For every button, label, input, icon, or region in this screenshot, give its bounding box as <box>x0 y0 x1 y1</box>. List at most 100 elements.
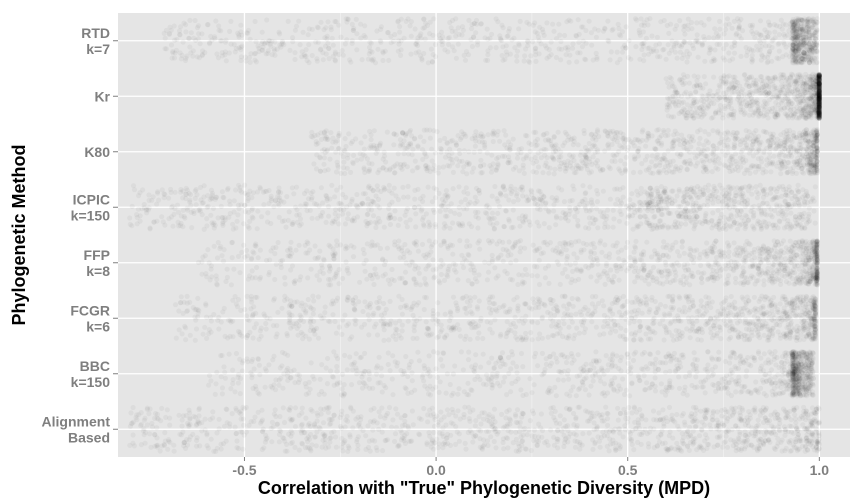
point <box>556 154 561 159</box>
point <box>785 204 790 209</box>
point <box>523 46 528 51</box>
point <box>713 165 718 170</box>
point <box>196 23 201 28</box>
point <box>287 48 292 53</box>
point <box>767 49 772 54</box>
point <box>511 199 516 204</box>
point <box>710 210 715 215</box>
point <box>800 92 805 97</box>
point <box>427 224 432 229</box>
point <box>330 36 335 41</box>
point <box>789 190 794 195</box>
point <box>287 209 292 214</box>
point <box>501 224 506 229</box>
point <box>594 51 599 56</box>
point <box>368 220 373 225</box>
point <box>583 57 588 62</box>
point <box>409 34 414 39</box>
point <box>702 74 707 79</box>
point <box>464 185 469 190</box>
point <box>812 162 817 167</box>
point <box>421 194 426 199</box>
point <box>750 53 755 58</box>
point <box>339 171 344 176</box>
point <box>419 207 424 212</box>
point <box>375 170 380 175</box>
point <box>177 28 182 33</box>
point <box>684 59 689 64</box>
point <box>817 82 822 87</box>
point <box>176 223 181 228</box>
point <box>814 48 819 53</box>
point <box>310 53 315 58</box>
point <box>771 154 776 159</box>
point <box>671 159 676 164</box>
point <box>348 60 353 65</box>
point <box>769 186 774 191</box>
point <box>351 153 356 158</box>
point <box>733 193 738 198</box>
point <box>187 18 192 23</box>
point <box>711 58 716 63</box>
point <box>316 25 321 30</box>
point <box>695 32 700 37</box>
point <box>473 144 478 149</box>
point <box>324 198 329 203</box>
point <box>656 170 661 175</box>
point <box>656 208 661 213</box>
point <box>798 163 803 168</box>
point <box>320 200 325 205</box>
point <box>700 148 705 153</box>
point <box>605 38 610 43</box>
point <box>587 208 592 213</box>
point <box>765 115 770 120</box>
point <box>747 171 752 176</box>
point <box>737 99 742 104</box>
point <box>752 35 757 40</box>
point <box>736 168 741 173</box>
point <box>656 192 661 197</box>
point <box>502 128 507 133</box>
point <box>670 144 675 149</box>
point <box>745 135 750 140</box>
point <box>682 23 687 28</box>
point <box>344 19 349 24</box>
point <box>584 155 589 160</box>
point <box>444 193 449 198</box>
point <box>671 114 676 119</box>
point <box>318 20 323 25</box>
point <box>455 163 460 168</box>
point <box>381 157 386 162</box>
point <box>728 224 733 229</box>
point <box>777 49 782 54</box>
point <box>433 195 438 200</box>
point <box>705 199 710 204</box>
point <box>720 200 725 205</box>
point <box>688 209 693 214</box>
point <box>369 132 374 137</box>
point <box>611 216 616 221</box>
point <box>666 128 671 133</box>
point <box>623 45 628 50</box>
point <box>756 88 761 93</box>
point <box>450 252 455 257</box>
point <box>511 36 516 41</box>
point <box>789 113 794 118</box>
point <box>344 204 349 209</box>
point <box>392 186 397 191</box>
point <box>681 106 686 111</box>
point <box>503 133 508 138</box>
point <box>477 149 482 154</box>
point <box>515 156 520 161</box>
point <box>372 128 377 133</box>
point <box>689 136 694 141</box>
point <box>340 192 345 197</box>
point <box>174 48 179 53</box>
point <box>641 44 646 49</box>
point <box>783 84 788 89</box>
point <box>338 35 343 40</box>
point <box>782 34 787 39</box>
point <box>220 189 225 194</box>
point <box>795 197 800 202</box>
point <box>773 147 778 152</box>
